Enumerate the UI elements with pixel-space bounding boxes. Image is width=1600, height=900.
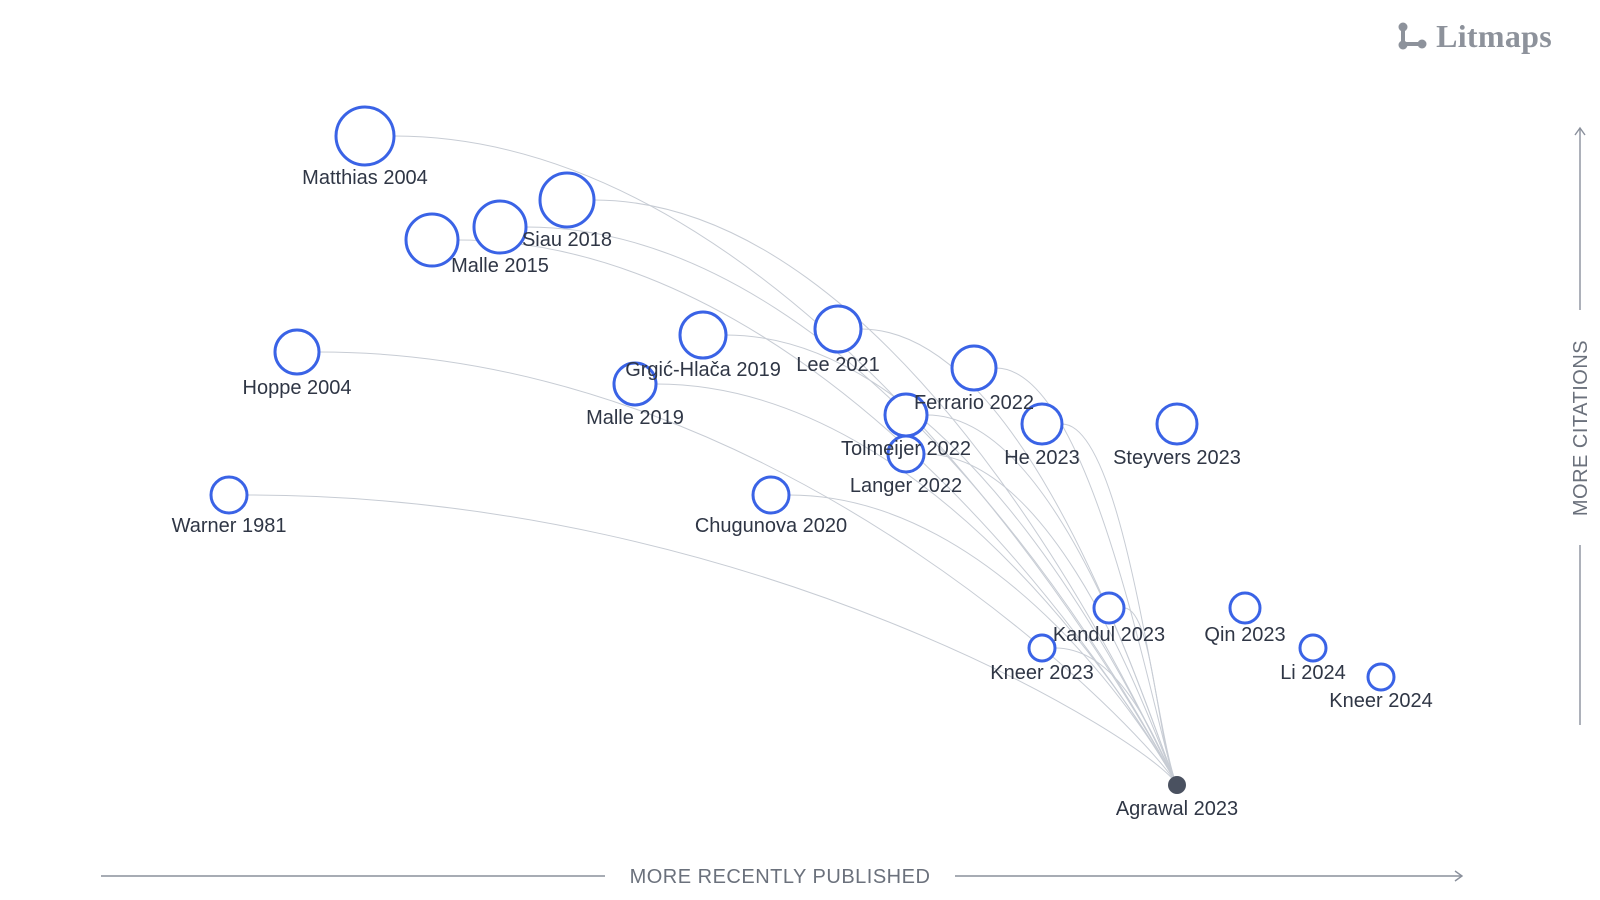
paper-label-hoppe-2004[interactable]: Hoppe 2004 bbox=[243, 377, 352, 399]
paper-label-tolmeijer-2022[interactable]: Tolmeijer 2022 bbox=[841, 438, 971, 460]
citation-edge-he-2023 bbox=[1061, 423, 1178, 786]
paper-node-ferrario-2022[interactable] bbox=[950, 344, 998, 392]
paper-labels: Matthias 2004 Siau 2018 Malle 2015 Hoppe 20… bbox=[172, 167, 1433, 820]
litmaps-brand[interactable]: Litmaps bbox=[1394, 18, 1552, 55]
paper-node-qin-2023[interactable] bbox=[1228, 591, 1262, 625]
paper-node-grgic-hlaca-2019[interactable] bbox=[678, 310, 728, 360]
paper-label-grgic-hlaca-2019[interactable]: Grgić-Hlača 2019 bbox=[625, 359, 781, 381]
paper-node-warner-1981[interactable] bbox=[209, 475, 249, 515]
paper-node-chugunova-2020[interactable] bbox=[751, 475, 791, 515]
paper-label-qin-2023[interactable]: Qin 2023 bbox=[1204, 624, 1285, 646]
x-axis-label: MORE RECENTLY PUBLISHED bbox=[630, 866, 931, 888]
paper-node-lee-2021[interactable] bbox=[813, 304, 863, 354]
paper-node-matthias-2004[interactable] bbox=[334, 105, 396, 167]
y-axis: MORE CITATIONS bbox=[1570, 126, 1592, 725]
paper-label-malle-2019[interactable]: Malle 2019 bbox=[586, 407, 684, 429]
citation-edge-matthias-2004 bbox=[393, 135, 1178, 786]
citation-edges bbox=[246, 135, 1178, 786]
origin-paper-label[interactable]: Agrawal 2023 bbox=[1116, 798, 1238, 820]
paper-label-kneer-2023[interactable]: Kneer 2023 bbox=[990, 662, 1093, 684]
paper-label-langer-2022[interactable]: Langer 2022 bbox=[850, 475, 962, 497]
paper-node-unlabeled-2015[interactable] bbox=[472, 199, 528, 255]
paper-node-siau-2018[interactable] bbox=[538, 171, 596, 229]
paper-label-matthias-2004[interactable]: Matthias 2004 bbox=[302, 167, 428, 189]
citation-edge-chugunova-2020 bbox=[788, 494, 1178, 786]
paper-label-siau-2018[interactable]: Siau 2018 bbox=[522, 229, 612, 251]
citation-edge-tolmeijer-2022 bbox=[926, 414, 1178, 786]
x-axis-arrow-icon bbox=[1454, 870, 1464, 882]
paper-label-malle-2015[interactable]: Malle 2015 bbox=[451, 255, 549, 277]
citation-edge-unlabeled-2015 bbox=[525, 226, 1178, 786]
paper-label-warner-1981[interactable]: Warner 1981 bbox=[172, 515, 287, 537]
paper-node-li-2024[interactable] bbox=[1298, 633, 1328, 663]
citation-edge-hoppe-2004 bbox=[318, 351, 1178, 786]
paper-label-chugunova-2020[interactable]: Chugunova 2020 bbox=[695, 515, 847, 537]
paper-label-lee-2021[interactable]: Lee 2021 bbox=[796, 354, 879, 376]
y-axis-label: MORE CITATIONS bbox=[1570, 340, 1592, 516]
paper-node-kneer-2024[interactable] bbox=[1366, 662, 1396, 692]
paper-label-kneer-2024[interactable]: Kneer 2024 bbox=[1329, 690, 1432, 712]
paper-node-malle-2019[interactable] bbox=[612, 361, 658, 407]
x-axis: MORE RECENTLY PUBLISHED bbox=[101, 866, 1464, 888]
paper-nodes bbox=[209, 105, 1396, 794]
paper-node-langer-2022[interactable] bbox=[886, 434, 926, 474]
origin-paper-node[interactable] bbox=[1168, 776, 1186, 794]
paper-node-he-2023[interactable] bbox=[1020, 402, 1064, 446]
litmaps-wordmark: Litmaps bbox=[1436, 18, 1552, 54]
citation-edge-kneer-2023 bbox=[1054, 647, 1178, 786]
paper-node-kneer-2023[interactable] bbox=[1027, 633, 1057, 663]
paper-node-hoppe-2004[interactable] bbox=[273, 328, 321, 376]
paper-label-li-2024[interactable]: Li 2024 bbox=[1280, 662, 1346, 684]
litmaps-logo-icon bbox=[1398, 22, 1427, 49]
paper-label-ferrario-2022[interactable]: Ferrario 2022 bbox=[914, 392, 1034, 414]
citation-edge-kandul-2023 bbox=[1123, 607, 1178, 786]
paper-label-kandul-2023[interactable]: Kandul 2023 bbox=[1053, 624, 1165, 646]
paper-label-he-2023[interactable]: He 2023 bbox=[1004, 447, 1080, 469]
paper-node-kandul-2023[interactable] bbox=[1092, 591, 1126, 625]
citation-edge-warner-1981 bbox=[246, 494, 1178, 786]
paper-label-steyvers-2023[interactable]: Steyvers 2023 bbox=[1113, 447, 1241, 469]
paper-node-malle-2015[interactable] bbox=[404, 212, 460, 268]
paper-node-steyvers-2023[interactable] bbox=[1155, 402, 1199, 446]
y-axis-arrow-icon bbox=[1574, 126, 1586, 136]
